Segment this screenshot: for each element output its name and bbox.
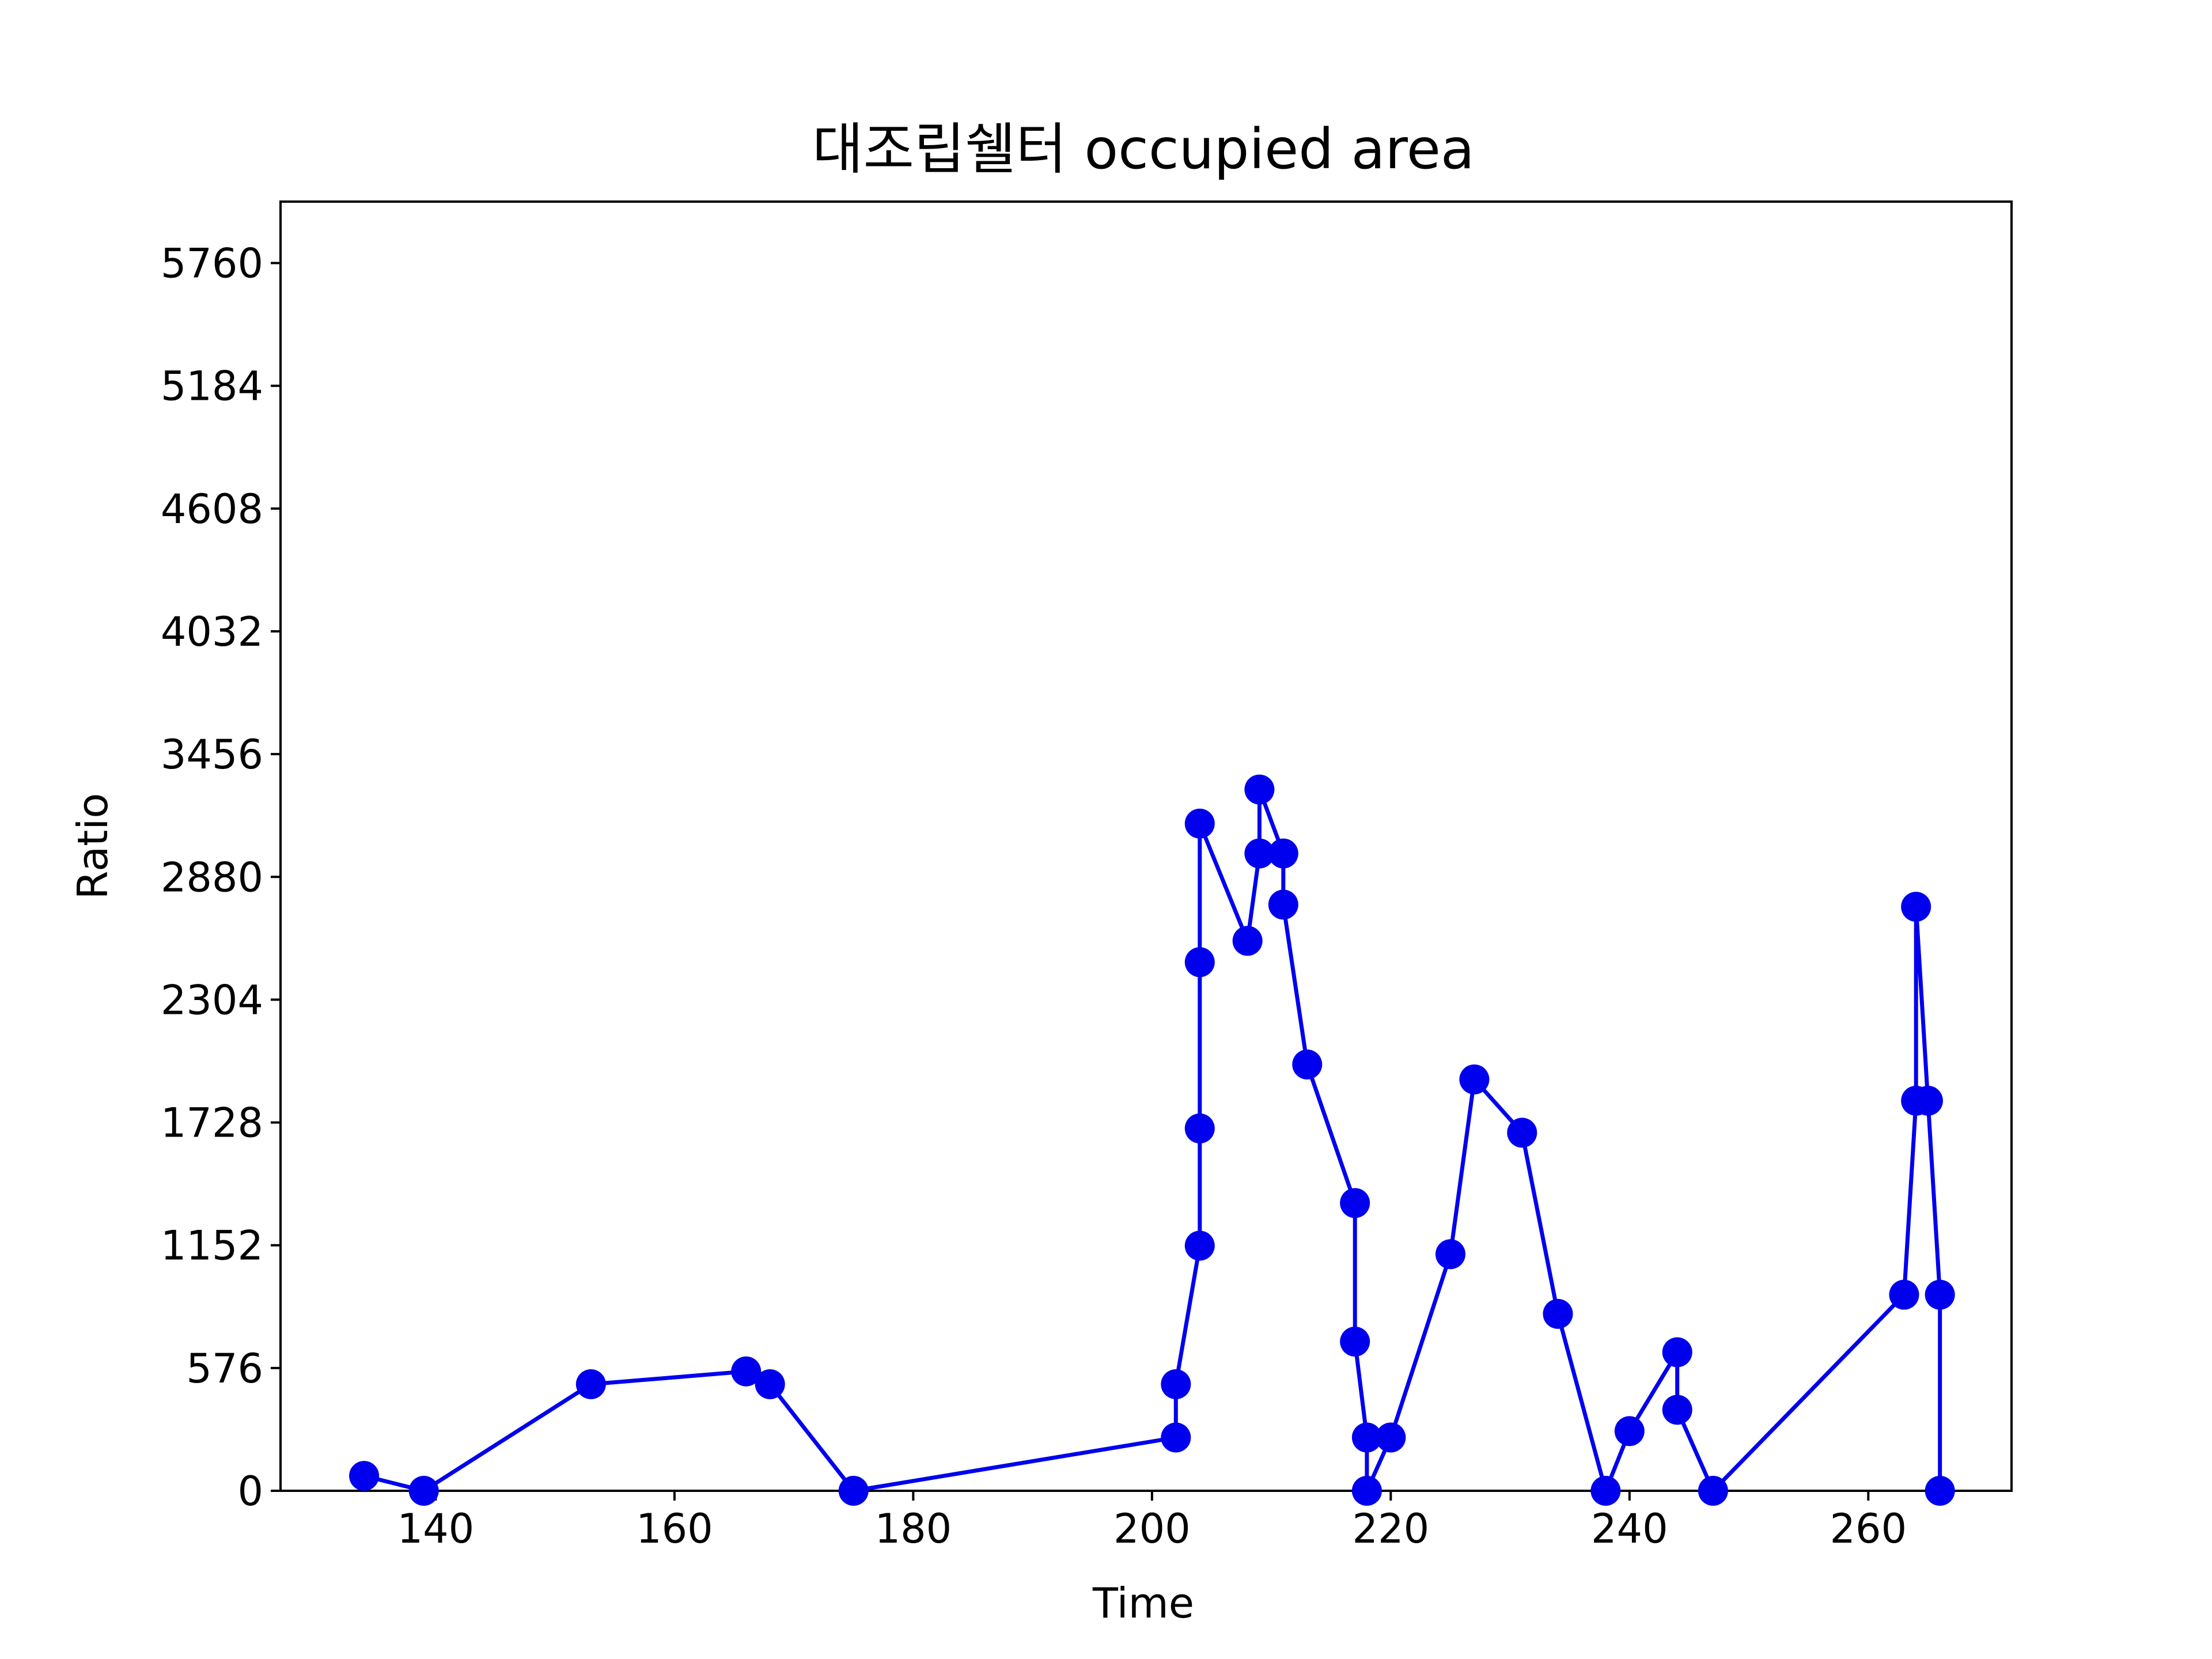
data-point: [1232, 926, 1263, 956]
data-point: [1161, 1422, 1191, 1453]
data-point: [1698, 1476, 1728, 1506]
data-point: [1889, 1279, 1919, 1310]
x-tick-label: 260: [1830, 1505, 1907, 1552]
x-tick-label: 140: [397, 1505, 475, 1552]
data-point: [1507, 1118, 1537, 1148]
x-tick-label: 200: [1113, 1505, 1191, 1552]
data-point: [1543, 1298, 1573, 1329]
data-point: [1662, 1337, 1692, 1368]
data-point: [408, 1476, 439, 1506]
data-point: [1435, 1239, 1465, 1270]
data-point: [838, 1476, 869, 1506]
x-axis-label: Time: [1092, 1579, 1194, 1627]
data-point: [1244, 774, 1275, 805]
data-point: [1340, 1326, 1370, 1357]
y-tick-label: 2880: [161, 854, 263, 901]
data-point: [1925, 1476, 1955, 1506]
data-point: [1901, 892, 1931, 922]
y-tick-label: 5184: [161, 363, 263, 410]
data-point: [1925, 1279, 1955, 1310]
data-point: [1662, 1395, 1692, 1425]
plot-area-frame: [279, 200, 2013, 1492]
chart-title: 대조립쉘터 occupied area: [812, 117, 1474, 181]
y-tick-label: 4608: [161, 486, 263, 533]
y-tick-label: 0: [237, 1468, 263, 1515]
series-points: [349, 774, 1955, 1506]
x-tick-label: 160: [636, 1505, 713, 1552]
data-point: [1268, 889, 1298, 920]
data-point: [1340, 1188, 1370, 1218]
data-point: [1590, 1476, 1621, 1506]
y-tick-label: 3456: [161, 731, 263, 778]
y-tick-label: 2304: [161, 976, 263, 1024]
data-point: [1614, 1416, 1645, 1446]
data-point: [1912, 1085, 1943, 1116]
data-point: [349, 1461, 380, 1491]
y-axis-label: Ratio: [69, 793, 117, 900]
data-point: [731, 1356, 762, 1387]
data-point: [1184, 808, 1215, 839]
y-tick-label: 1728: [161, 1100, 263, 1147]
data-point: [755, 1369, 785, 1399]
data-point: [575, 1369, 606, 1399]
data-point: [1184, 1230, 1215, 1261]
data-point: [1351, 1476, 1382, 1506]
data-point: [1292, 1049, 1323, 1080]
data-point: [1184, 1113, 1215, 1143]
y-tick-label: 576: [186, 1345, 263, 1392]
y-axis-ticks: 0 576 1152 1728 2304 2880 3456 4032 4608 5184 5760: [161, 240, 281, 1515]
x-tick-label: 220: [1353, 1505, 1430, 1552]
y-tick-label: 4032: [161, 608, 263, 656]
data-point: [1376, 1422, 1406, 1453]
data-point: [1184, 947, 1215, 978]
y-tick-label: 1152: [161, 1222, 263, 1270]
x-tick-label: 240: [1591, 1505, 1668, 1552]
data-point: [1459, 1064, 1490, 1094]
data-point: [1161, 1369, 1191, 1399]
data-point: [1244, 838, 1275, 869]
data-point: [1268, 838, 1298, 869]
data-point: [1351, 1422, 1382, 1453]
y-tick-label: 5760: [161, 240, 263, 287]
x-tick-label: 180: [875, 1505, 952, 1552]
x-axis-ticks: 140 160 180 200 220 240 260: [397, 1491, 1907, 1552]
